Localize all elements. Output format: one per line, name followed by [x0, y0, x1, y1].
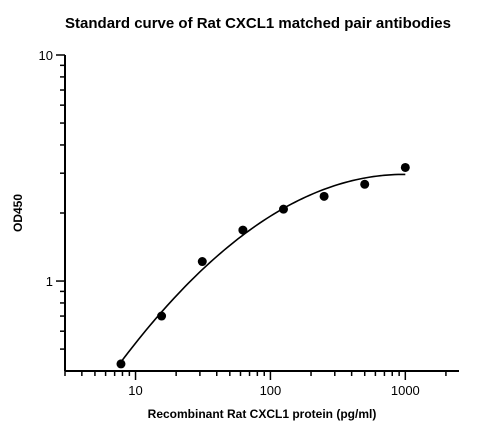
y-axis-label: OD450 [11, 194, 25, 232]
y-tick-label: 1 [46, 274, 53, 289]
data-point [319, 191, 329, 201]
x-tick-label: 1000 [391, 383, 420, 398]
x-tick-label: 10 [128, 383, 142, 398]
data-point [116, 359, 126, 369]
data-point [238, 225, 248, 235]
x-axis: 10 100 1000 [64, 370, 459, 398]
y-tick-label: 10 [39, 48, 53, 63]
fit-curve-group [120, 173, 406, 363]
data-point [157, 311, 167, 321]
x-axis-label: Recombinant Rat CXCL1 protein (pg/ml) [148, 407, 377, 421]
chart-title: Standard curve of Rat CXCL1 matched pair… [65, 15, 451, 32]
fit-curve [120, 173, 406, 363]
data-point [278, 204, 288, 214]
data-point [197, 257, 207, 267]
y-axis: 1 10 [39, 48, 66, 371]
data-point [360, 179, 370, 189]
x-tick-label: 100 [260, 383, 282, 398]
data-point [400, 162, 410, 172]
data-points [116, 162, 410, 369]
